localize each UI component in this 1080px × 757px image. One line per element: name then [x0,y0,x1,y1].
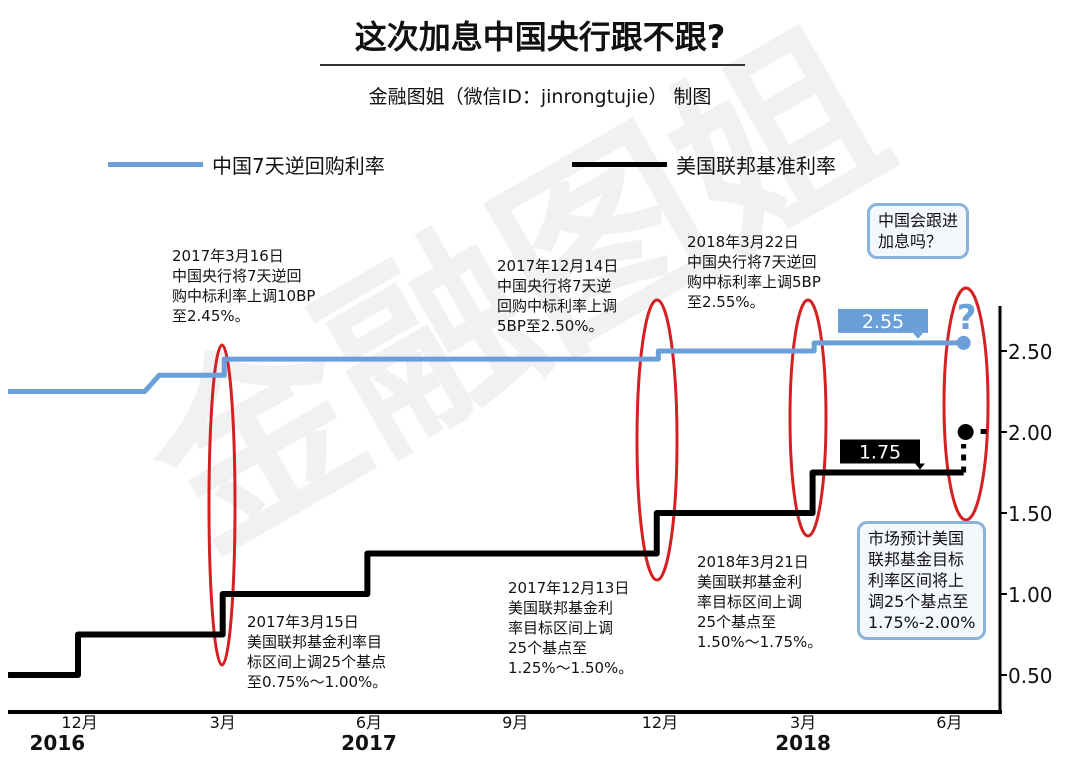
annotation-cn-2017-03: 2017年3月16日 中国央行将7天逆回 购中标利率上调10BP 至2.45%。 [172,247,316,325]
y-tick-label: 2.50 [1008,340,1053,364]
china-end-label-box [838,308,928,333]
x-tick-label: 6月 [936,713,962,732]
title-divider [320,64,745,66]
year-label: 2016 [29,731,85,755]
legend-label-us: 美国联邦基准利率 [676,154,836,178]
x-tick-label: 12月 [61,713,97,732]
china-end-dot [956,335,971,350]
label-pointer [915,463,925,470]
legend-swatch-china [108,162,203,167]
forecast-bubble: 市场预计美国 联邦基金目标 利率区间将上 调25个基点至 1.75%-2.00% [857,521,987,640]
x-tick-label: 3月 [210,713,236,732]
china-rate-line [8,340,964,394]
y-tick-label: 2.00 [1008,421,1053,445]
y-tick-label: 1.50 [1008,502,1053,526]
annotation-us-2017-03: 2017年3月15日 美国联邦基金利率目 标区间上调25个基点 至0.75%～1… [247,613,388,691]
us-end-label-box [840,439,920,464]
x-tick-label: 6月 [356,713,382,732]
question-mark-icon: ? [957,298,977,338]
us-rate-line [8,469,964,678]
annotation-cn-2017-12: 2017年12月14日 中国央行将7天逆 回购中标利率上调 5BP至2.50%。 [497,257,619,335]
chart-title: 这次加息中国央行跟不跟? [354,18,726,56]
legend-label-china: 中国7天逆回购利率 [212,154,385,178]
annotation-us-2018-03: 2018年3月21日 美国联邦基金利 率目标区间上调 25个基点至 1.50%～… [697,553,823,651]
annotation-cn-2018-03: 2018年3月22日 中国央行将7天逆回 购中标利率上调5BP 至2.55%。 [687,233,821,311]
x-tick-label: 3月 [790,713,816,732]
us-projected-dot [957,424,974,440]
highlight-ellipse [788,298,828,538]
highlight-ellipse [635,298,679,582]
year-label: 2017 [341,731,397,755]
question-bubble: 中国会跟进 加息吗？ [867,203,970,259]
us-end-label: 1.75 [859,442,901,464]
y-tick-label: 1.00 [1008,583,1053,607]
label-pointer [913,332,923,339]
us-projected-marker [980,429,987,434]
china-end-label: 2.55 [862,311,904,333]
highlight-ellipse [942,286,990,522]
year-label: 2018 [775,731,831,755]
annotation-us-2017-12: 2017年12月13日 美国联邦基金利 率目标区间上调 25个基点至 1.25%… [508,579,634,677]
x-tick-label: 9月 [502,713,528,732]
chart-subtitle: 金融图姐（微信ID：jinrongtujie） 制图 [368,86,712,108]
highlight-ellipse [207,343,237,667]
y-tick-label: 0.50 [1008,664,1053,688]
x-tick-label: 12月 [642,713,678,732]
legend-swatch-us [572,162,667,167]
